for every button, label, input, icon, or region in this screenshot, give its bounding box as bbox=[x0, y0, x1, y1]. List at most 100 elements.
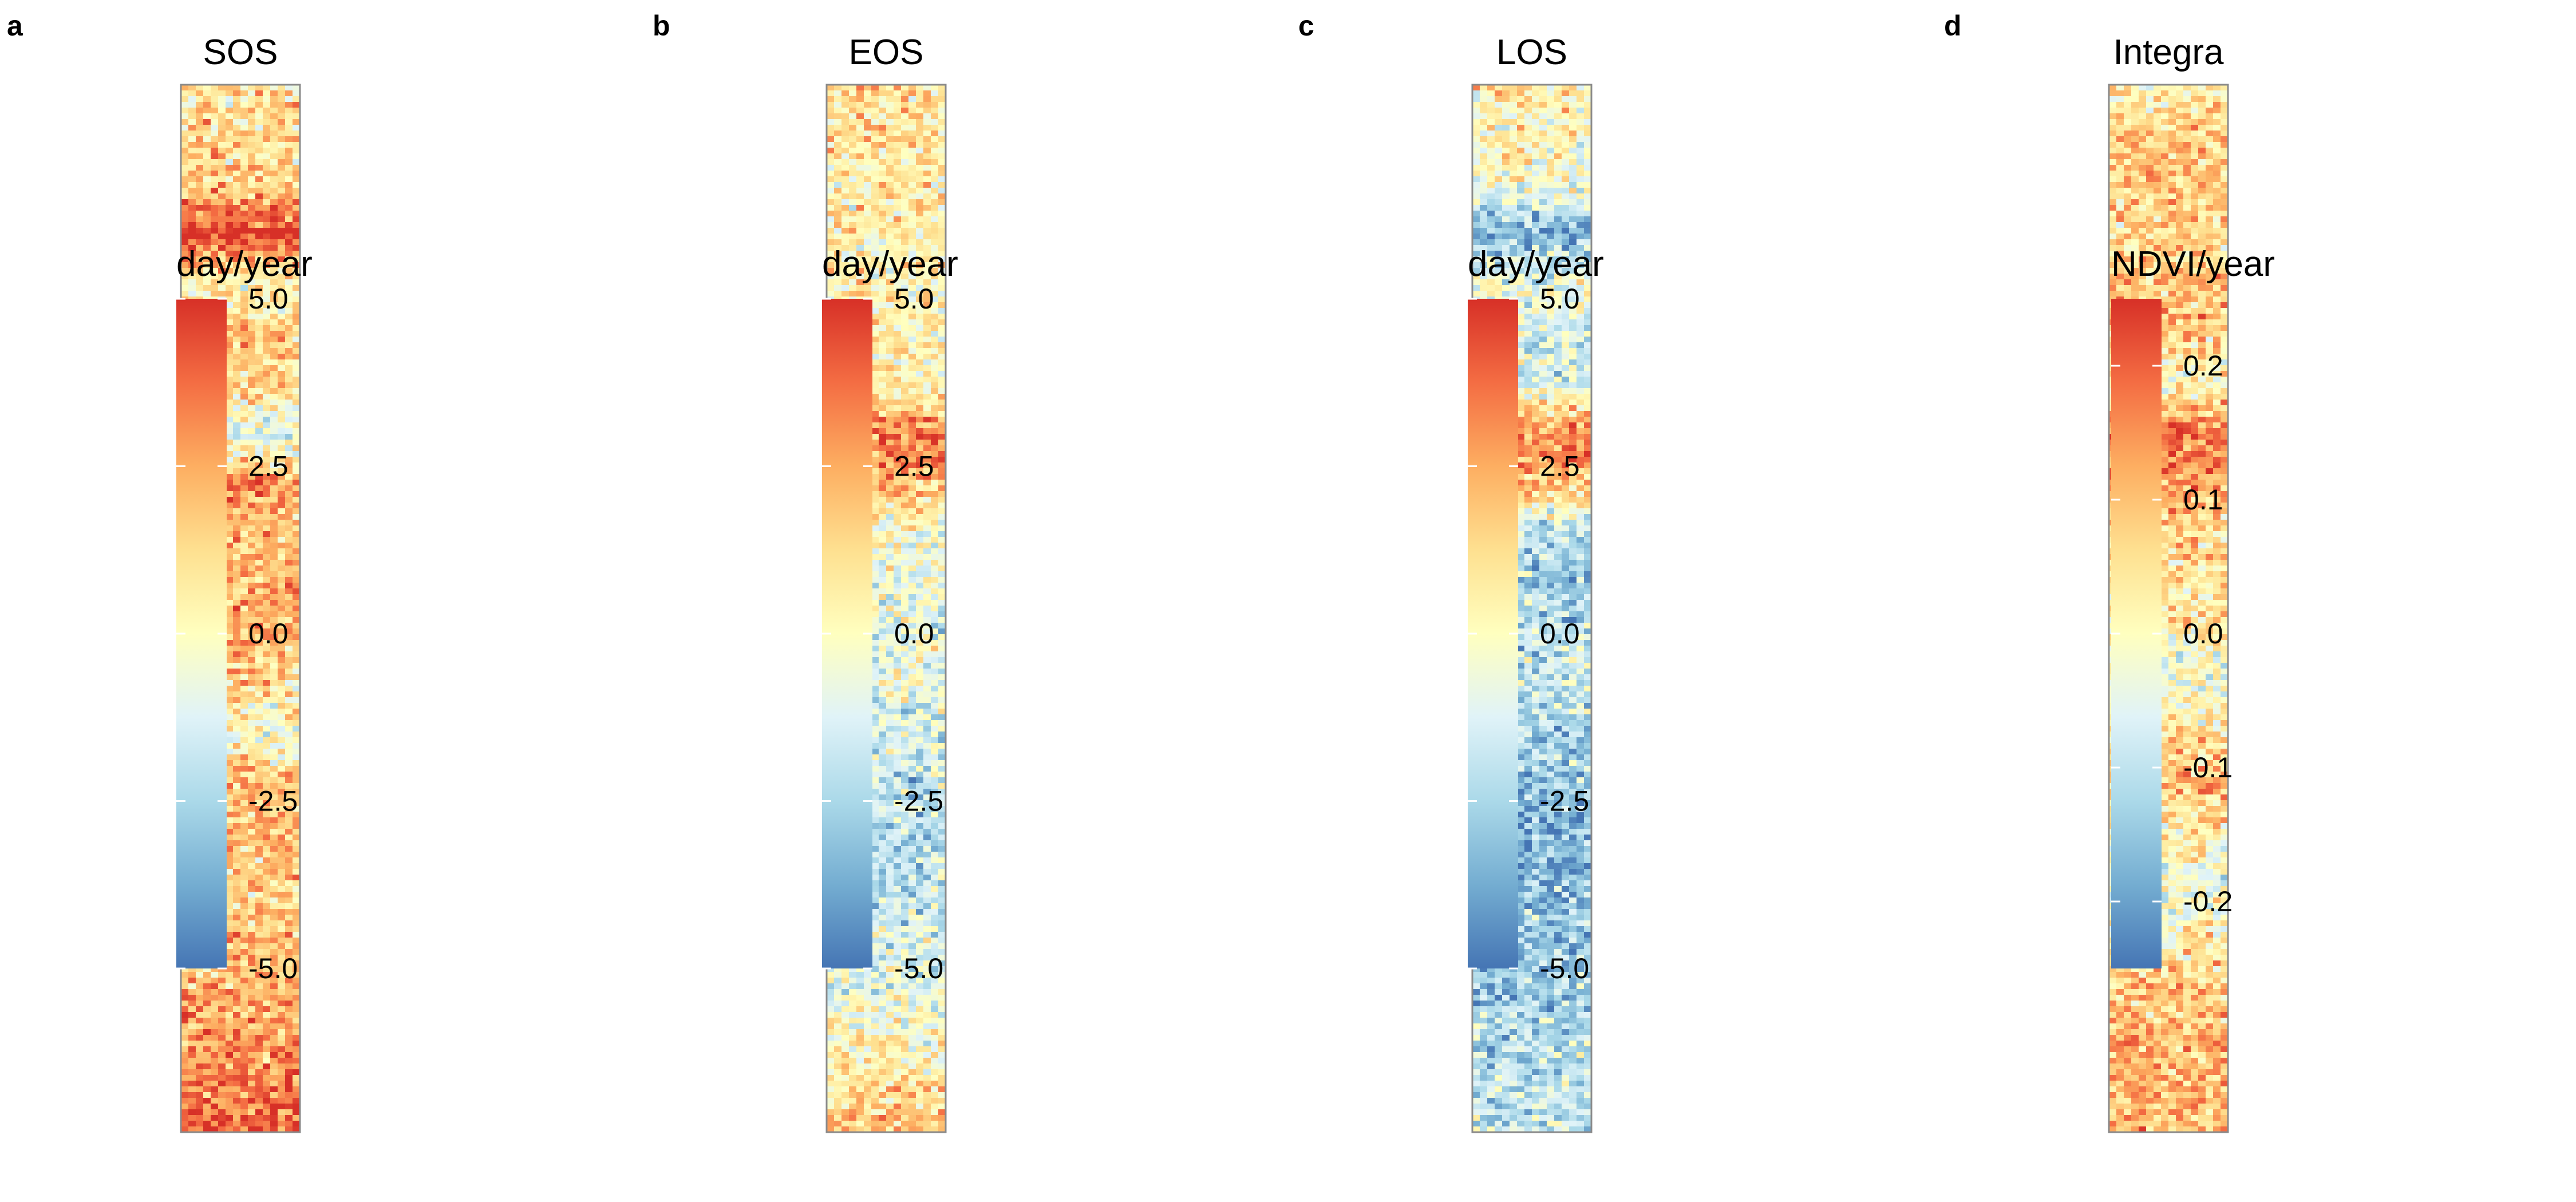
heatmap-cell bbox=[938, 646, 946, 652]
heatmap-cell bbox=[278, 514, 286, 520]
heatmap-cell bbox=[894, 434, 902, 440]
heatmap-cell bbox=[233, 1035, 241, 1041]
heatmap-cell bbox=[226, 657, 234, 663]
heatmap-cell bbox=[233, 445, 241, 452]
heatmap-cell bbox=[293, 371, 300, 377]
heatmap-cell bbox=[894, 428, 902, 434]
heatmap-cell bbox=[871, 548, 879, 555]
heatmap-cell bbox=[938, 789, 946, 795]
heatmap-cell bbox=[931, 417, 939, 423]
heatmap-cell bbox=[923, 239, 931, 246]
heatmap-cell bbox=[226, 342, 234, 349]
heatmap-cell bbox=[856, 153, 864, 160]
heatmap-cell bbox=[240, 794, 248, 801]
heatmap-cell bbox=[240, 869, 248, 875]
heatmap-cell bbox=[901, 382, 909, 389]
heatmap-cell bbox=[240, 279, 248, 286]
heatmap-cell bbox=[841, 199, 850, 205]
heatmap-cell bbox=[931, 583, 939, 589]
heatmap-cell bbox=[827, 205, 835, 211]
heatmap-cell bbox=[226, 262, 234, 268]
heatmap-cell bbox=[218, 211, 226, 217]
heatmap-cell bbox=[248, 1069, 256, 1076]
heatmap-cell bbox=[938, 732, 946, 738]
heatmap-cell bbox=[248, 548, 256, 555]
heatmap-cell bbox=[248, 394, 256, 400]
heatmap-cell bbox=[901, 611, 909, 618]
heatmap-cell bbox=[188, 1081, 196, 1087]
heatmap-cell bbox=[188, 1115, 196, 1121]
heatmap-cell bbox=[938, 760, 946, 766]
heatmap-cell bbox=[248, 165, 256, 171]
heatmap-cell bbox=[263, 875, 271, 881]
heatmap-cell bbox=[879, 113, 887, 120]
heatmap-cell bbox=[226, 995, 234, 1001]
heatmap-cell bbox=[886, 222, 894, 228]
heatmap-cell bbox=[285, 1092, 293, 1098]
heatmap-cell bbox=[188, 165, 196, 171]
heatmap-cell bbox=[931, 211, 939, 217]
heatmap-cell bbox=[886, 600, 894, 606]
heatmap-cell bbox=[233, 760, 241, 766]
heatmap-cell bbox=[908, 800, 916, 806]
heatmap-cell bbox=[255, 817, 263, 824]
heatmap-cell bbox=[879, 285, 887, 291]
heatmap-cell bbox=[278, 571, 286, 578]
heatmap-cell bbox=[931, 96, 939, 102]
heatmap-cell bbox=[856, 125, 864, 131]
heatmap-cell bbox=[211, 1092, 219, 1098]
heatmap-cell bbox=[278, 875, 286, 881]
heatmap-cell bbox=[871, 165, 879, 171]
heatmap-cell bbox=[203, 1035, 211, 1041]
heatmap-cell bbox=[248, 440, 256, 446]
heatmap-cell bbox=[293, 171, 300, 177]
heatmap-cell bbox=[901, 617, 909, 623]
heatmap-cell bbox=[901, 371, 909, 377]
heatmap-cell bbox=[263, 737, 271, 744]
heatmap-cell bbox=[226, 131, 234, 137]
heatmap-cell bbox=[196, 291, 204, 297]
heatmap-cell bbox=[278, 314, 286, 320]
heatmap-cell bbox=[285, 754, 293, 761]
heatmap-cell bbox=[871, 245, 879, 251]
heatmap-cell bbox=[871, 159, 879, 165]
heatmap-cell bbox=[233, 176, 241, 183]
heatmap-cell bbox=[196, 228, 204, 234]
heatmap-cell bbox=[240, 394, 248, 400]
heatmap-cell bbox=[233, 737, 241, 744]
heatmap-cell bbox=[894, 136, 902, 143]
heatmap-cell bbox=[285, 382, 293, 389]
heatmap-cell bbox=[233, 474, 241, 480]
heatmap-cell bbox=[278, 216, 286, 223]
heatmap-cell bbox=[248, 560, 256, 566]
heatmap-cell bbox=[908, 588, 916, 595]
heatmap-cell bbox=[188, 1104, 196, 1110]
heatmap-cell bbox=[270, 560, 278, 566]
heatmap-cell bbox=[188, 239, 196, 246]
heatmap-cell bbox=[864, 159, 872, 165]
heatmap-cell bbox=[871, 709, 879, 715]
heatmap-cell bbox=[203, 1109, 211, 1116]
heatmap-cell bbox=[931, 566, 939, 572]
heatmap-cell bbox=[916, 497, 924, 503]
heatmap-cell bbox=[255, 955, 263, 961]
heatmap-cell bbox=[233, 1046, 241, 1053]
heatmap-cell bbox=[278, 926, 286, 932]
heatmap-cell bbox=[188, 234, 196, 240]
heatmap-cell bbox=[931, 709, 939, 715]
heatmap-cell bbox=[226, 960, 234, 967]
heatmap-cell bbox=[923, 314, 931, 320]
heatmap-cell bbox=[218, 1075, 226, 1081]
heatmap-cell bbox=[211, 228, 219, 234]
heatmap-cell bbox=[255, 892, 263, 898]
heatmap-cell bbox=[196, 1029, 204, 1035]
heatmap-cell bbox=[218, 113, 226, 120]
heatmap-cell bbox=[293, 697, 300, 703]
heatmap-cell bbox=[218, 978, 226, 984]
heatmap-cell bbox=[285, 199, 293, 205]
heatmap-cell bbox=[285, 594, 293, 600]
heatmap-cell bbox=[270, 743, 278, 749]
heatmap-cell bbox=[827, 165, 835, 171]
heatmap-cell bbox=[203, 216, 211, 223]
heatmap-cell bbox=[886, 646, 894, 652]
